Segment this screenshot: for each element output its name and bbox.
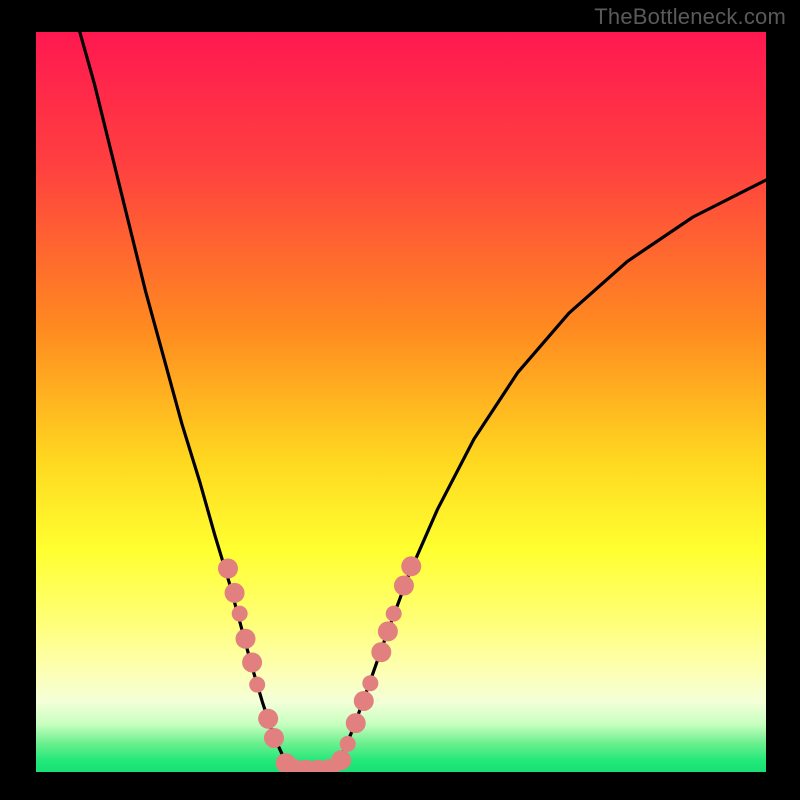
- data-marker: [264, 728, 284, 748]
- data-marker: [242, 652, 262, 672]
- data-marker: [218, 559, 238, 579]
- data-marker: [236, 629, 256, 649]
- data-marker: [378, 621, 398, 641]
- data-marker: [340, 736, 356, 752]
- data-marker: [346, 713, 366, 733]
- data-marker: [232, 606, 248, 622]
- data-marker: [386, 606, 402, 622]
- data-marker: [258, 709, 278, 729]
- data-marker: [401, 556, 421, 576]
- data-marker: [331, 750, 351, 770]
- data-marker: [225, 583, 245, 603]
- data-marker: [362, 675, 378, 691]
- plot-area: [36, 32, 766, 772]
- chart-overlay: [36, 32, 766, 772]
- data-marker: [394, 576, 414, 596]
- watermark-text: TheBottleneck.com: [594, 4, 786, 30]
- data-marker: [354, 691, 374, 711]
- markers-group: [218, 556, 421, 772]
- curve-right: [332, 180, 766, 768]
- data-marker: [249, 677, 265, 693]
- data-marker: [371, 642, 391, 662]
